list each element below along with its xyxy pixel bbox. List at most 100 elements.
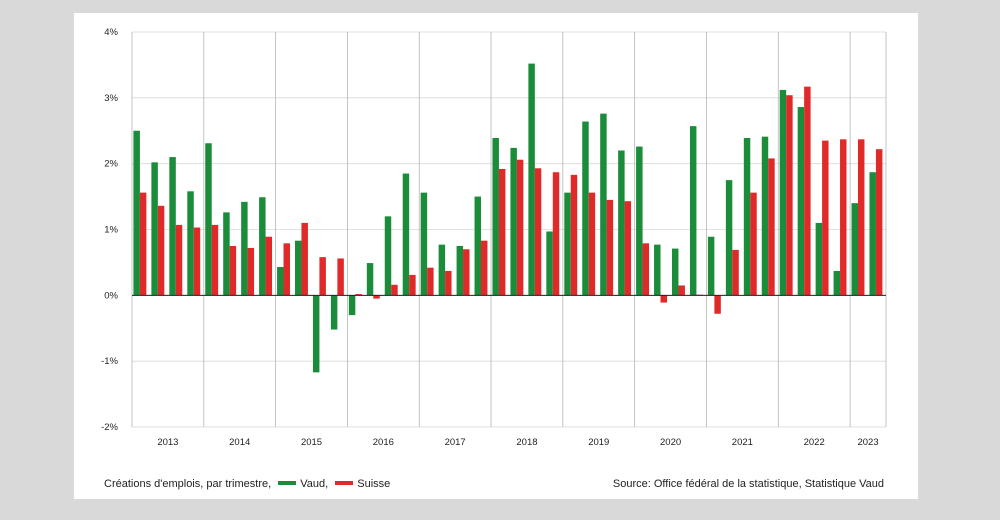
bar-vaud <box>348 295 356 316</box>
x-tick-label: 2023 <box>857 437 878 448</box>
bar-suisse <box>319 257 326 296</box>
legend-swatch-suisse <box>335 481 354 486</box>
x-tick-label: 2022 <box>804 437 825 448</box>
bar-vaud <box>456 245 464 296</box>
x-tick-label: 2021 <box>732 437 753 448</box>
bar-suisse <box>678 285 685 296</box>
bar-suisse <box>337 258 344 296</box>
bar-vaud <box>366 263 374 296</box>
chart-panel: -2% -1% 0% 1% 2% 3% 4% 2013 2014 2015 2016 2017 2018… <box>74 13 918 499</box>
bar-suisse <box>498 168 506 296</box>
bar-vaud <box>420 192 428 296</box>
bar-vaud <box>546 231 553 296</box>
bar-suisse <box>175 224 183 296</box>
legend-label-vaud: Vaud, <box>300 478 329 490</box>
bar-vaud <box>241 201 248 296</box>
bar-vaud <box>636 146 643 296</box>
bar-suisse <box>642 243 650 296</box>
bar-suisse <box>768 158 775 296</box>
y-tick-label: 4% <box>104 27 118 38</box>
bar-suisse <box>786 95 793 296</box>
bar-vaud <box>384 216 392 296</box>
bar-vaud <box>223 212 230 296</box>
bar-suisse <box>606 199 614 296</box>
chart-caption: Créations d'emplois, par trimestre, <box>104 478 272 490</box>
bar-vaud <box>330 295 338 330</box>
bar-vaud <box>761 136 769 296</box>
y-tick-label: 1% <box>104 225 118 236</box>
x-tick-label: 2016 <box>373 437 394 448</box>
bar-suisse <box>552 172 560 296</box>
x-tick-label: 2014 <box>229 437 250 448</box>
bar-vaud <box>438 244 446 296</box>
bar-vaud <box>743 137 751 296</box>
bar-vaud <box>133 130 140 296</box>
x-tick-label: 2017 <box>445 437 466 448</box>
chart-caption-legend: Créations d'emplois, par trimestre, Vaud… <box>104 478 390 490</box>
bar-suisse <box>355 294 362 296</box>
bar-suisse <box>732 249 739 296</box>
bar-vaud <box>869 172 876 296</box>
bar-suisse <box>516 159 524 296</box>
bar-suisse <box>822 140 829 296</box>
y-tick-label: -1% <box>101 356 118 367</box>
bar-vaud <box>797 107 805 296</box>
bar-vaud <box>815 222 823 296</box>
y-tick-label: 0% <box>104 290 118 301</box>
bar-vaud <box>851 203 858 296</box>
bar-vaud <box>618 150 625 296</box>
bar-suisse <box>157 205 165 296</box>
bar-suisse <box>301 222 308 296</box>
bar-vaud <box>725 180 733 296</box>
bar-suisse <box>875 149 883 296</box>
bar-suisse <box>211 224 219 296</box>
bar-suisse <box>247 247 255 296</box>
bar-vaud <box>564 192 571 296</box>
bar-vaud <box>689 126 697 296</box>
bar-vaud <box>151 162 158 296</box>
bar-suisse <box>660 295 667 303</box>
bar-vaud <box>205 143 212 296</box>
bar-vaud <box>510 147 517 296</box>
bar-vaud <box>169 157 176 296</box>
bar-suisse <box>624 201 632 296</box>
bar-suisse <box>480 240 488 296</box>
bar-suisse <box>588 192 596 296</box>
bar-suisse <box>445 270 452 296</box>
bar-suisse <box>391 284 398 296</box>
bar-suisse <box>193 227 201 296</box>
legend-swatch-vaud <box>278 481 297 486</box>
bar-vaud <box>295 240 302 296</box>
bar-vaud <box>582 121 589 296</box>
legend-label-suisse: Suisse <box>357 478 391 490</box>
bar-suisse <box>534 168 542 296</box>
bar-vaud <box>277 267 284 296</box>
y-tick-label: -2% <box>101 422 118 433</box>
x-tick-label: 2019 <box>588 437 609 448</box>
bar-vaud <box>474 196 481 296</box>
bar-suisse <box>427 267 434 296</box>
bar-suisse <box>373 295 380 299</box>
bar-vaud <box>600 113 607 296</box>
chart-source: Source: Office fédéral de la statistique… <box>612 478 884 490</box>
bar-vaud <box>312 295 320 373</box>
bar-suisse <box>570 174 578 296</box>
y-tick-label: 2% <box>104 159 118 170</box>
bar-vaud <box>492 137 499 296</box>
bar-suisse <box>409 274 416 296</box>
y-tick-label: 3% <box>104 93 118 104</box>
bar-suisse <box>139 192 147 296</box>
job-creation-bar-chart: -2% -1% 0% 1% 2% 3% 4% 2013 2014 2015 2016 2017 2018… <box>101 27 887 448</box>
bar-suisse <box>750 192 757 296</box>
bar-suisse <box>804 86 811 296</box>
bar-vaud <box>672 248 679 296</box>
x-tick-label: 2013 <box>157 437 178 448</box>
x-tick-label: 2018 <box>516 437 537 448</box>
bar-vaud <box>402 173 410 296</box>
bar-suisse <box>857 139 865 296</box>
bar-suisse <box>283 243 290 296</box>
bar-vaud <box>707 236 715 296</box>
bar-vaud <box>187 191 194 296</box>
bar-suisse <box>265 236 273 296</box>
bar-suisse <box>714 295 721 314</box>
